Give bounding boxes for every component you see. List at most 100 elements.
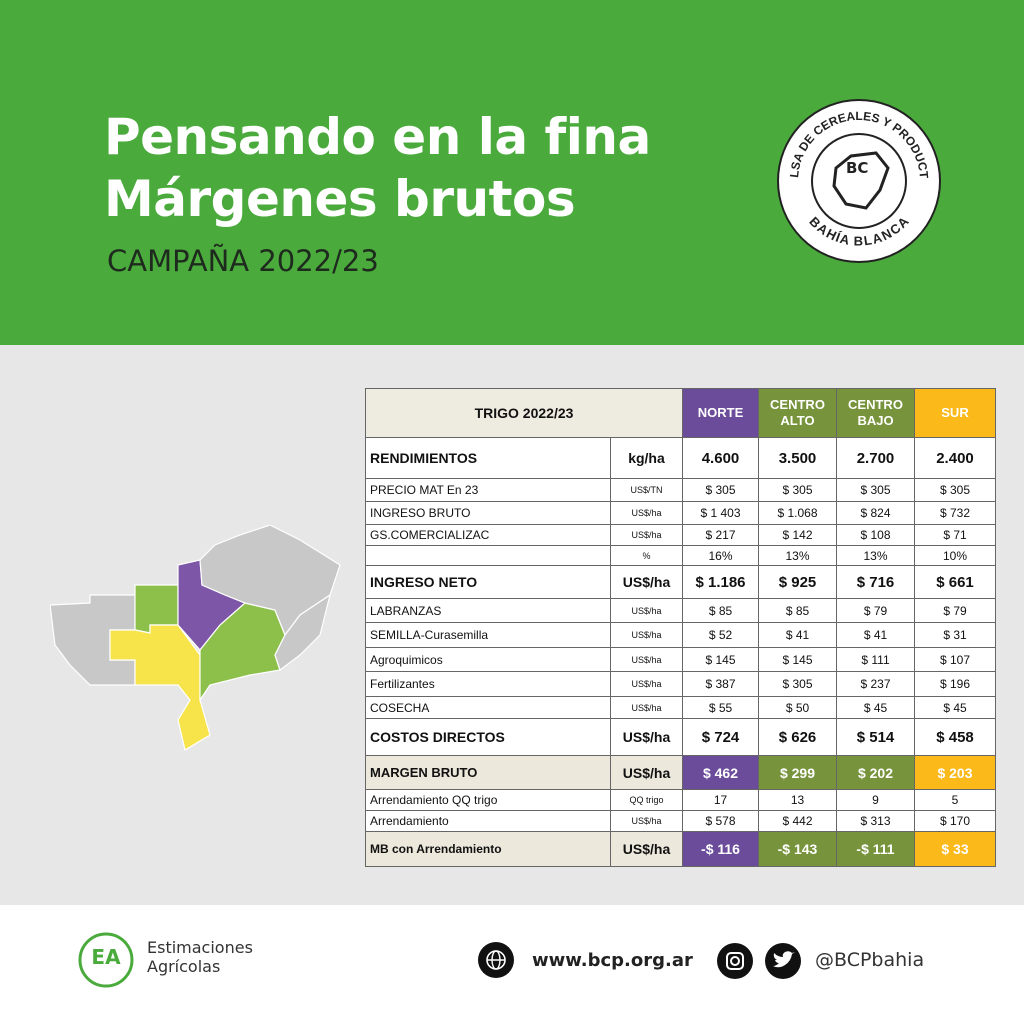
cell-value: $ 626: [758, 718, 837, 756]
column-header: CENTRO ALTO: [758, 388, 837, 438]
cell-value: $ 203: [914, 755, 996, 790]
row-unit: QQ trigo: [610, 789, 683, 811]
cell-value: $ 71: [914, 524, 996, 546]
row-label: Fertilizantes: [365, 671, 611, 697]
cell-value: $ 145: [682, 647, 759, 672]
row-label: Arrendamiento: [365, 810, 611, 832]
subtitle: CAMPAÑA 2022/23: [107, 244, 379, 278]
cell-value: $ 217: [682, 524, 759, 546]
ea-name: Estimaciones: [147, 938, 253, 957]
cell-value: $ 387: [682, 671, 759, 697]
cell-value: $ 85: [758, 598, 837, 623]
cell-value: $ 732: [914, 501, 996, 525]
column-header: CENTRO BAJO: [836, 388, 915, 438]
row-unit: US$/ha: [610, 671, 683, 697]
row-unit: kg/ha: [610, 437, 683, 479]
row-unit: US$/ha: [610, 755, 683, 790]
map: [50, 525, 341, 751]
cell-value: $ 55: [682, 696, 759, 719]
cell-value: $ 79: [914, 598, 996, 623]
table-row: Arrendamiento QQ trigo QQ trigo 17 13 9 5: [365, 789, 996, 811]
row-label: Arrendamiento QQ trigo: [365, 789, 611, 811]
cell-value: $ 41: [836, 622, 915, 648]
cell-value: $ 142: [758, 524, 837, 546]
table-row: GS.COMERCIALIZAC US$/ha $ 217 $ 142 $ 108 $ 7…: [365, 524, 996, 546]
cell-value: -$ 143: [758, 831, 837, 867]
row-label: RENDIMIENTOS: [365, 437, 611, 479]
row-label: Agroquimicos: [365, 647, 611, 672]
website[interactable]: www.bcp.org.ar: [532, 950, 693, 971]
row-label: SEMILLA-Curasemilla: [365, 622, 611, 648]
cell-value: $ 462: [682, 755, 759, 790]
row-unit: US$/ha: [610, 598, 683, 623]
header: Pensando en la fina Márgenes brutos CAMP…: [0, 0, 1024, 345]
cell-value: 13%: [758, 545, 837, 566]
cell-value: $ 1.068: [758, 501, 837, 525]
ea-name: Agrícolas: [147, 957, 221, 976]
cell-value: $ 108: [836, 524, 915, 546]
table-row: SEMILLA-Curasemilla US$/ha $ 52 $ 41 $ 41 $ 3…: [365, 622, 996, 648]
row-unit: US$/ha: [610, 524, 683, 546]
row-label: GS.COMERCIALIZAC: [365, 524, 611, 546]
cell-value: $ 305: [758, 671, 837, 697]
table-row: Agroquimicos US$/ha $ 145 $ 145 $ 111 $ 107: [365, 647, 996, 672]
cell-value: -$ 116: [682, 831, 759, 867]
cell-value: $ 196: [914, 671, 996, 697]
table-row: COSECHA US$/ha $ 55 $ 50 $ 45 $ 45: [365, 696, 996, 719]
table-row: MARGEN BRUTO US$/ha $ 462 $ 299 $ 202 $ 203: [365, 755, 996, 790]
cell-value: $ 1 403: [682, 501, 759, 525]
table-row: RENDIMIENTOS kg/ha 4.600 3.500 2.700 2.400: [365, 437, 996, 479]
cell-value: 2.400: [914, 437, 996, 479]
cell-value: $ 52: [682, 622, 759, 648]
cell-value: $ 514: [836, 718, 915, 756]
social-icons: [717, 943, 801, 979]
table-row: % 16% 13% 13% 10%: [365, 545, 996, 566]
row-unit: US$/ha: [610, 565, 683, 599]
row-label: INGRESO BRUTO: [365, 501, 611, 525]
table-row: COSTOS DIRECTOS US$/ha $ 724 $ 626 $ 514 $ 45…: [365, 718, 996, 756]
cell-value: $ 458: [914, 718, 996, 756]
cell-value: 5: [914, 789, 996, 811]
cell-value: $ 824: [836, 501, 915, 525]
cell-value: $ 305: [914, 478, 996, 502]
row-label: LABRANZAS: [365, 598, 611, 623]
cell-value: 4.600: [682, 437, 759, 479]
cell-value: $ 79: [836, 598, 915, 623]
table-title: TRIGO 2022/23: [365, 388, 683, 438]
column-header: SUR: [914, 388, 996, 438]
row-unit: US$/ha: [610, 696, 683, 719]
logo-mark: BC: [846, 159, 868, 177]
table-row: INGRESO NETO US$/ha $ 1.186 $ 925 $ 716 $ 661: [365, 565, 996, 599]
margins-table: TRIGO 2022/23 NORTE CENTRO ALTO CENTRO BAJ…: [365, 388, 996, 867]
cell-value: $ 305: [682, 478, 759, 502]
cell-value: $ 50: [758, 696, 837, 719]
row-unit: US$/ha: [610, 810, 683, 832]
cell-value: $ 45: [914, 696, 996, 719]
table-row: MB con Arrendamiento US$/ha -$ 116 -$ 143 -$…: [365, 831, 996, 867]
row-unit: US$/ha: [610, 718, 683, 756]
row-unit: US$/ha: [610, 647, 683, 672]
header-row: TRIGO 2022/23 NORTE CENTRO ALTO CENTRO BAJ…: [365, 388, 996, 438]
cell-value: $ 237: [836, 671, 915, 697]
cell-value: $ 578: [682, 810, 759, 832]
cell-value: $ 299: [758, 755, 837, 790]
cell-value: $ 31: [914, 622, 996, 648]
row-label: MB con Arrendamiento: [365, 831, 611, 867]
cell-value: $ 145: [758, 647, 837, 672]
cell-value: 2.700: [836, 437, 915, 479]
cell-value: 17: [682, 789, 759, 811]
cell-value: $ 202: [836, 755, 915, 790]
cell-value: 13%: [836, 545, 915, 566]
social-handle[interactable]: @BCPbahia: [815, 949, 925, 971]
cell-value: 3.500: [758, 437, 837, 479]
row-unit: US$/TN: [610, 478, 683, 502]
table-row: INGRESO BRUTO US$/ha $ 1 403 $ 1.068 $ 824 $ …: [365, 501, 996, 525]
logo: BOLSA DE CEREALES Y PRODUCTOS BAHÍA BLAN…: [776, 98, 941, 263]
cell-value: $ 661: [914, 565, 996, 599]
cell-value: 16%: [682, 545, 759, 566]
row-unit: US$/ha: [610, 622, 683, 648]
cell-value: $ 33: [914, 831, 996, 867]
cell-value: $ 716: [836, 565, 915, 599]
cell-value: $ 107: [914, 647, 996, 672]
